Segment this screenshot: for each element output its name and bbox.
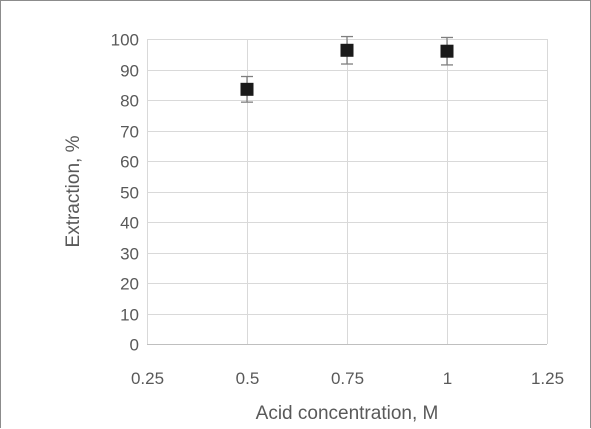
y-tick-label: 90 <box>120 62 139 81</box>
tick-labels: 0 10 20 30 40 50 60 70 80 90 100 0.25 0.5 0.75 1 1.25 <box>111 31 564 389</box>
y-axis-title: Extraction, % <box>63 135 84 247</box>
y-tick-label: 30 <box>120 245 139 264</box>
x-axis-title: Acid concentration, M <box>256 403 439 424</box>
x-tick-label: 0.25 <box>131 369 164 388</box>
y-tick-label: 0 <box>130 336 139 355</box>
grid <box>147 39 548 344</box>
data-point <box>440 44 454 58</box>
x-tick-label: 0.75 <box>331 369 364 388</box>
y-tick-label: 60 <box>120 153 139 172</box>
y-tick-label: 70 <box>120 123 139 142</box>
y-tick-label: 40 <box>120 214 139 233</box>
data-points <box>240 43 454 96</box>
x-tick-label: 1 <box>443 369 452 388</box>
y-tick-label: 80 <box>120 92 139 111</box>
y-tick-label: 20 <box>120 275 139 294</box>
y-tick-label: 10 <box>120 306 139 325</box>
x-tick-label: 0.5 <box>236 369 260 388</box>
x-tick-label: 1.25 <box>531 369 564 388</box>
data-point <box>240 82 254 96</box>
data-point <box>340 43 354 57</box>
y-tick-label: 50 <box>120 184 139 203</box>
y-tick-label: 100 <box>111 31 139 50</box>
